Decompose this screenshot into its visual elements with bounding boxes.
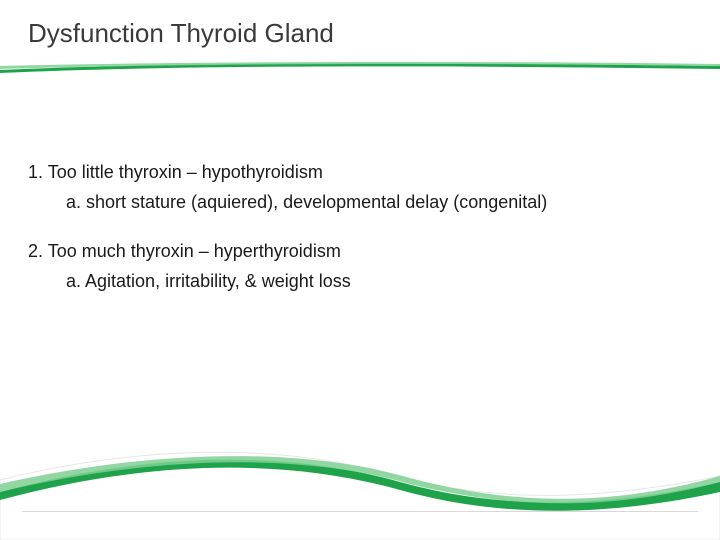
list-block-2: 2. Too much thyroxin – hyperthyroidism a… bbox=[28, 239, 692, 294]
header-divider bbox=[0, 60, 720, 74]
list-item: 2. Too much thyroxin – hyperthyroidism bbox=[28, 239, 692, 263]
slide: Dysfunction Thyroid Gland 1. Too little … bbox=[0, 0, 720, 540]
list-block-1: 1. Too little thyroxin – hypothyroidism … bbox=[28, 160, 692, 215]
page-title: Dysfunction Thyroid Gland bbox=[28, 18, 692, 49]
title-area: Dysfunction Thyroid Gland bbox=[28, 18, 692, 49]
footer-hairline bbox=[22, 511, 698, 512]
list-item: 1. Too little thyroxin – hypothyroidism bbox=[28, 160, 692, 184]
header-swoosh-icon bbox=[0, 60, 720, 74]
footer-swoosh-icon bbox=[0, 420, 720, 540]
list-subitem: a. short stature (aquiered), development… bbox=[28, 190, 692, 214]
content-area: 1. Too little thyroxin – hypothyroidism … bbox=[28, 160, 692, 317]
footer-decoration bbox=[0, 420, 720, 540]
list-subitem: a. Agitation, irritability, & weight los… bbox=[28, 269, 692, 293]
